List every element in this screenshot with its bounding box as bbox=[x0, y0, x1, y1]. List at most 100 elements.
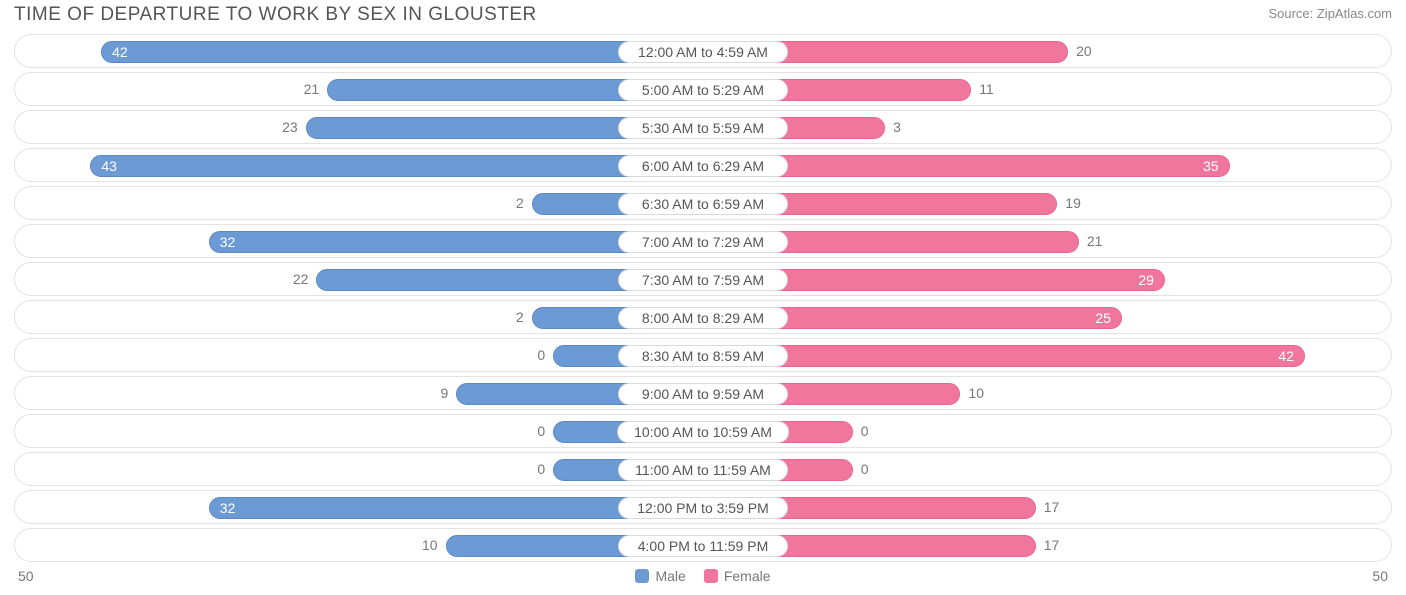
value-female: 0 bbox=[861, 423, 869, 439]
half-female: 35 bbox=[703, 149, 1391, 181]
half-male: 10 bbox=[15, 529, 703, 561]
header: TIME OF DEPARTURE TO WORK BY SEX IN GLOU… bbox=[0, 0, 1406, 34]
value-male: 22 bbox=[293, 271, 309, 287]
category-label: 12:00 PM to 3:59 PM bbox=[618, 497, 788, 519]
chart-row: 9 10 9:00 AM to 9:59 AM bbox=[14, 376, 1392, 410]
value-female: 0 bbox=[861, 461, 869, 477]
half-female: 19 bbox=[703, 187, 1391, 219]
category-label: 5:00 AM to 5:29 AM bbox=[618, 79, 788, 101]
chart-row: 22 29 7:30 AM to 7:59 AM bbox=[14, 262, 1392, 296]
category-label: 10:00 AM to 10:59 AM bbox=[617, 421, 789, 443]
value-female: 19 bbox=[1065, 195, 1081, 211]
half-female: 11 bbox=[703, 73, 1391, 105]
chart-row: 23 3 5:30 AM to 5:59 AM bbox=[14, 110, 1392, 144]
category-label: 4:00 PM to 11:59 PM bbox=[618, 535, 788, 557]
value-male: 43 bbox=[101, 158, 117, 174]
bar-male: 42 bbox=[101, 41, 703, 63]
chart-row: 2 19 6:30 AM to 6:59 AM bbox=[14, 186, 1392, 220]
legend-item-male: Male bbox=[635, 568, 685, 584]
legend-item-female: Female bbox=[704, 568, 771, 584]
half-male: 21 bbox=[15, 73, 703, 105]
half-female: 0 bbox=[703, 415, 1391, 447]
half-male: 32 bbox=[15, 491, 703, 523]
half-female: 29 bbox=[703, 263, 1391, 295]
category-label: 7:30 AM to 7:59 AM bbox=[618, 269, 788, 291]
bar-female: 42 bbox=[703, 345, 1305, 367]
category-label: 5:30 AM to 5:59 AM bbox=[618, 117, 788, 139]
source-attribution: Source: ZipAtlas.com bbox=[1268, 4, 1392, 21]
half-male: 0 bbox=[15, 415, 703, 447]
chart-title: TIME OF DEPARTURE TO WORK BY SEX IN GLOU… bbox=[14, 4, 537, 26]
half-male: 42 bbox=[15, 35, 703, 67]
half-male: 43 bbox=[15, 149, 703, 181]
category-label: 8:30 AM to 8:59 AM bbox=[618, 345, 788, 367]
chart-row: 43 35 6:00 AM to 6:29 AM bbox=[14, 148, 1392, 182]
category-label: 6:00 AM to 6:29 AM bbox=[618, 155, 788, 177]
legend: Male Female bbox=[635, 568, 770, 584]
chart-footer: 50 Male Female 50 bbox=[0, 566, 1406, 584]
value-male: 2 bbox=[516, 309, 524, 325]
value-male: 2 bbox=[516, 195, 524, 211]
value-female: 25 bbox=[1095, 310, 1111, 326]
value-male: 0 bbox=[537, 461, 545, 477]
half-male: 2 bbox=[15, 301, 703, 333]
category-label: 9:00 AM to 9:59 AM bbox=[618, 383, 788, 405]
value-female: 21 bbox=[1087, 233, 1103, 249]
half-female: 20 bbox=[703, 35, 1391, 67]
chart-row: 21 11 5:00 AM to 5:29 AM bbox=[14, 72, 1392, 106]
value-female: 42 bbox=[1278, 348, 1294, 364]
legend-label-male: Male bbox=[655, 568, 685, 584]
half-male: 32 bbox=[15, 225, 703, 257]
chart-row: 42 20 12:00 AM to 4:59 AM bbox=[14, 34, 1392, 68]
category-label: 12:00 AM to 4:59 AM bbox=[618, 41, 788, 63]
value-female: 35 bbox=[1203, 158, 1219, 174]
half-female: 25 bbox=[703, 301, 1391, 333]
half-male: 23 bbox=[15, 111, 703, 143]
chart-row: 0 42 8:30 AM to 8:59 AM bbox=[14, 338, 1392, 372]
value-female: 17 bbox=[1044, 499, 1060, 515]
value-male: 10 bbox=[422, 537, 438, 553]
swatch-female bbox=[704, 569, 718, 583]
chart-row: 0 0 10:00 AM to 10:59 AM bbox=[14, 414, 1392, 448]
value-female: 17 bbox=[1044, 537, 1060, 553]
category-label: 8:00 AM to 8:29 AM bbox=[618, 307, 788, 329]
value-female: 10 bbox=[968, 385, 984, 401]
value-male: 0 bbox=[537, 423, 545, 439]
value-male: 23 bbox=[282, 119, 298, 135]
half-male: 0 bbox=[15, 453, 703, 485]
value-male: 32 bbox=[220, 234, 236, 250]
swatch-male bbox=[635, 569, 649, 583]
value-male: 32 bbox=[220, 500, 236, 516]
half-female: 17 bbox=[703, 491, 1391, 523]
half-male: 0 bbox=[15, 339, 703, 371]
value-male: 42 bbox=[112, 44, 128, 60]
chart-row: 10 17 4:00 PM to 11:59 PM bbox=[14, 528, 1392, 562]
half-male: 22 bbox=[15, 263, 703, 295]
half-female: 10 bbox=[703, 377, 1391, 409]
category-label: 7:00 AM to 7:29 AM bbox=[618, 231, 788, 253]
half-male: 9 bbox=[15, 377, 703, 409]
value-male: 9 bbox=[441, 385, 449, 401]
chart-row: 2 25 8:00 AM to 8:29 AM bbox=[14, 300, 1392, 334]
axis-max-right: 50 bbox=[1372, 568, 1388, 584]
half-female: 42 bbox=[703, 339, 1391, 371]
half-male: 2 bbox=[15, 187, 703, 219]
half-female: 0 bbox=[703, 453, 1391, 485]
value-male: 0 bbox=[537, 347, 545, 363]
half-female: 17 bbox=[703, 529, 1391, 561]
axis-max-left: 50 bbox=[18, 568, 34, 584]
bar-male: 43 bbox=[90, 155, 703, 177]
half-female: 3 bbox=[703, 111, 1391, 143]
category-label: 11:00 AM to 11:59 AM bbox=[618, 459, 788, 481]
chart-row: 32 17 12:00 PM to 3:59 PM bbox=[14, 490, 1392, 524]
legend-label-female: Female bbox=[724, 568, 771, 584]
half-female: 21 bbox=[703, 225, 1391, 257]
chart-area: 422012:00 AM to 4:59 AM21115:00 AM to 5:… bbox=[0, 34, 1406, 562]
value-female: 3 bbox=[893, 119, 901, 135]
value-female: 11 bbox=[979, 81, 994, 97]
value-female: 20 bbox=[1076, 43, 1092, 59]
chart-row: 32 21 7:00 AM to 7:29 AM bbox=[14, 224, 1392, 258]
value-female: 29 bbox=[1138, 272, 1154, 288]
chart-row: 0 0 11:00 AM to 11:59 AM bbox=[14, 452, 1392, 486]
category-label: 6:30 AM to 6:59 AM bbox=[618, 193, 788, 215]
